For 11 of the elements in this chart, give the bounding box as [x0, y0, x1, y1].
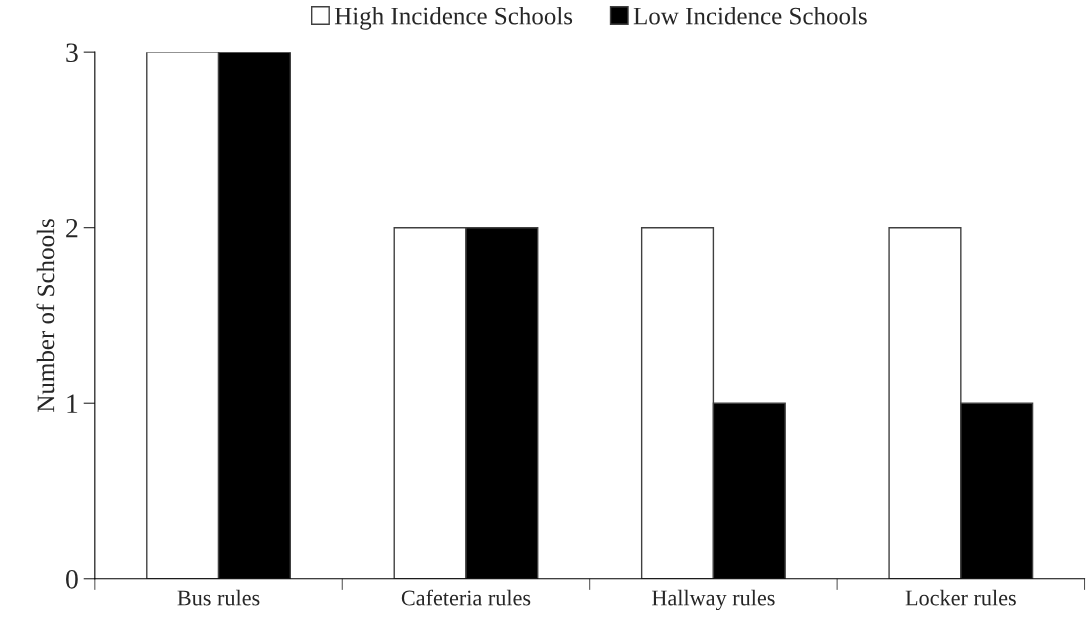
- x-tick-label: Cafeteria rules: [401, 589, 531, 606]
- x-tick-label: Locker rules: [905, 589, 1016, 606]
- y-tick-label: 2: [66, 218, 78, 238]
- x-tick-label: Hallway rules: [652, 589, 775, 611]
- x-tick-label: Bus rules: [177, 589, 260, 606]
- y-axis-title: Number of Schools: [36, 219, 55, 412]
- y-tick-label: 3: [66, 43, 78, 63]
- legend-label: High Incidence Schools: [334, 6, 573, 30]
- y-tick-label: 1: [67, 394, 78, 413]
- legend-label: Low Incidence Schools: [633, 6, 867, 25]
- y-tick-label: 0: [66, 569, 78, 589]
